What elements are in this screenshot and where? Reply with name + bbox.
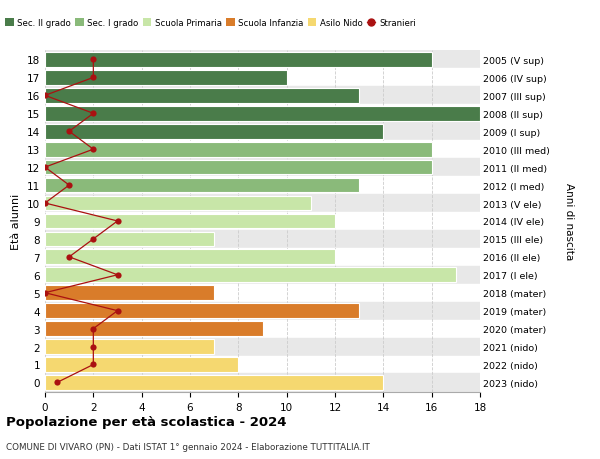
Bar — [45, 124, 383, 139]
Bar — [45, 160, 431, 175]
Bar — [45, 142, 431, 157]
Point — [40, 164, 50, 171]
Bar — [45, 177, 480, 195]
Bar — [45, 340, 214, 354]
Y-axis label: Anni di nascita: Anni di nascita — [563, 183, 574, 260]
Bar — [45, 51, 480, 69]
Bar — [45, 284, 480, 302]
Bar — [45, 302, 480, 320]
Bar — [45, 304, 359, 319]
Point — [113, 308, 122, 315]
Y-axis label: Età alunni: Età alunni — [11, 193, 22, 250]
Bar — [45, 106, 480, 121]
Point — [40, 200, 50, 207]
Bar — [45, 159, 480, 177]
Point — [64, 182, 74, 189]
Bar — [45, 286, 214, 301]
Bar — [45, 230, 480, 248]
Bar — [45, 213, 480, 230]
Point — [89, 146, 98, 153]
Bar — [45, 358, 238, 372]
Bar — [45, 69, 480, 87]
Bar — [45, 322, 263, 336]
Point — [89, 236, 98, 243]
Bar — [45, 53, 431, 67]
Bar — [45, 375, 383, 390]
Point — [89, 74, 98, 82]
Point — [89, 325, 98, 333]
Bar — [45, 141, 480, 159]
Bar — [45, 71, 287, 85]
Bar — [45, 338, 480, 356]
Text: Popolazione per età scolastica - 2024: Popolazione per età scolastica - 2024 — [6, 415, 287, 428]
Bar — [45, 320, 480, 338]
Point — [89, 56, 98, 64]
Bar — [45, 248, 480, 266]
Point — [89, 343, 98, 351]
Point — [113, 272, 122, 279]
Point — [64, 128, 74, 135]
Point — [64, 254, 74, 261]
Point — [52, 379, 62, 386]
Bar — [45, 356, 480, 374]
Bar — [45, 89, 359, 103]
Point — [40, 92, 50, 100]
Bar — [45, 178, 359, 193]
Bar — [45, 195, 480, 213]
Bar — [45, 232, 214, 246]
Bar — [45, 196, 311, 211]
Bar — [45, 105, 480, 123]
Point — [40, 290, 50, 297]
Bar — [45, 87, 480, 105]
Bar — [45, 250, 335, 265]
Point — [89, 361, 98, 369]
Bar — [45, 123, 480, 141]
Legend: Sec. II grado, Sec. I grado, Scuola Primaria, Scuola Infanzia, Asilo Nido, Stran: Sec. II grado, Sec. I grado, Scuola Prim… — [1, 16, 419, 31]
Text: COMUNE DI VIVARO (PN) - Dati ISTAT 1° gennaio 2024 - Elaborazione TUTTITALIA.IT: COMUNE DI VIVARO (PN) - Dati ISTAT 1° ge… — [6, 442, 370, 451]
Bar — [45, 374, 480, 392]
Point — [89, 110, 98, 118]
Bar — [45, 266, 480, 284]
Bar — [45, 268, 456, 283]
Point — [113, 218, 122, 225]
Bar — [45, 214, 335, 229]
